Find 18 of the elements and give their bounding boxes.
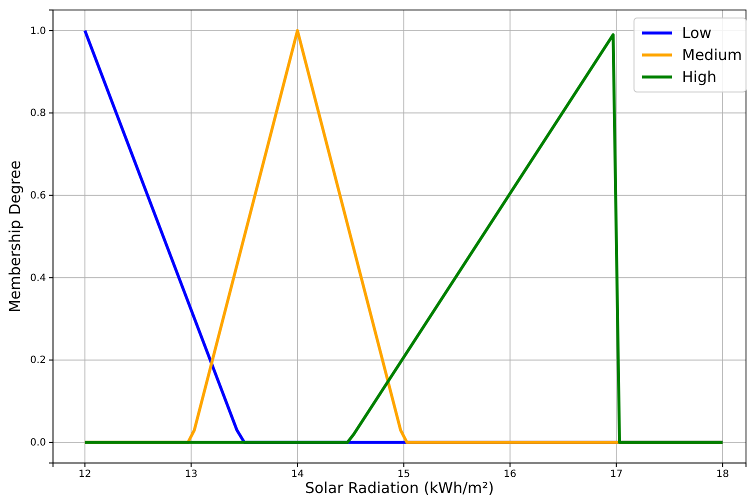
- x-tick-label: 17: [610, 469, 623, 480]
- x-tick-label: 13: [184, 469, 198, 480]
- legend-label: High: [682, 68, 716, 86]
- x-tick-label: 12: [78, 469, 92, 480]
- x-tick-label: 18: [716, 469, 729, 480]
- y-axis-title: Membership Degree: [6, 160, 24, 313]
- y-tick-label: 0.2: [30, 355, 46, 366]
- x-tick-label: 15: [397, 469, 410, 480]
- y-tick-label: 1.0: [30, 26, 46, 37]
- y-tick-label: 0.6: [30, 190, 46, 202]
- y-tick-label: 0.8: [30, 108, 46, 120]
- x-axis-title: Solar Radiation (kWh/m²): [304, 479, 494, 497]
- y-tick-label: 0.0: [30, 438, 46, 449]
- x-tick-label: 16: [504, 469, 516, 480]
- y-tick-label: 0.4: [30, 272, 46, 284]
- x-tick-label: 14: [291, 469, 304, 480]
- legend-label: Low: [682, 24, 712, 42]
- legend-label: Medium: [682, 46, 742, 64]
